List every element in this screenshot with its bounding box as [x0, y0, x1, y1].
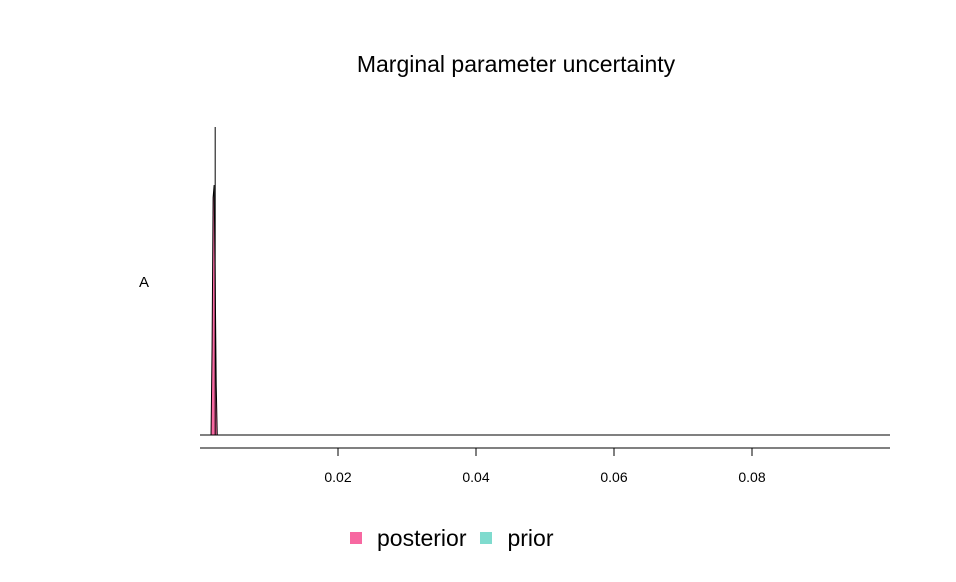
- legend-item-posterior: posterior: [350, 525, 466, 552]
- legend-swatch-posterior: [350, 532, 362, 544]
- density-area-posterior: [210, 184, 218, 436]
- chart-title: Marginal parameter uncertainty: [356, 51, 676, 77]
- chart-marks: [210, 127, 218, 436]
- legend-swatch-prior: [480, 532, 493, 544]
- legend-label-posterior: posterior: [377, 524, 467, 551]
- x-axis-ticks: 0.02 0.04 0.06 0.08: [324, 448, 766, 485]
- legend-item-prior: prior: [480, 524, 554, 552]
- x-tick-label: 0.08: [738, 469, 765, 485]
- x-tick-label: 0.06: [600, 469, 627, 485]
- x-tick-label: 0.04: [462, 469, 489, 485]
- legend-label-prior: prior: [507, 524, 554, 551]
- legend: posterior prior: [350, 524, 568, 552]
- y-category-label: A: [139, 274, 150, 291]
- x-tick-label: 0.02: [324, 469, 351, 485]
